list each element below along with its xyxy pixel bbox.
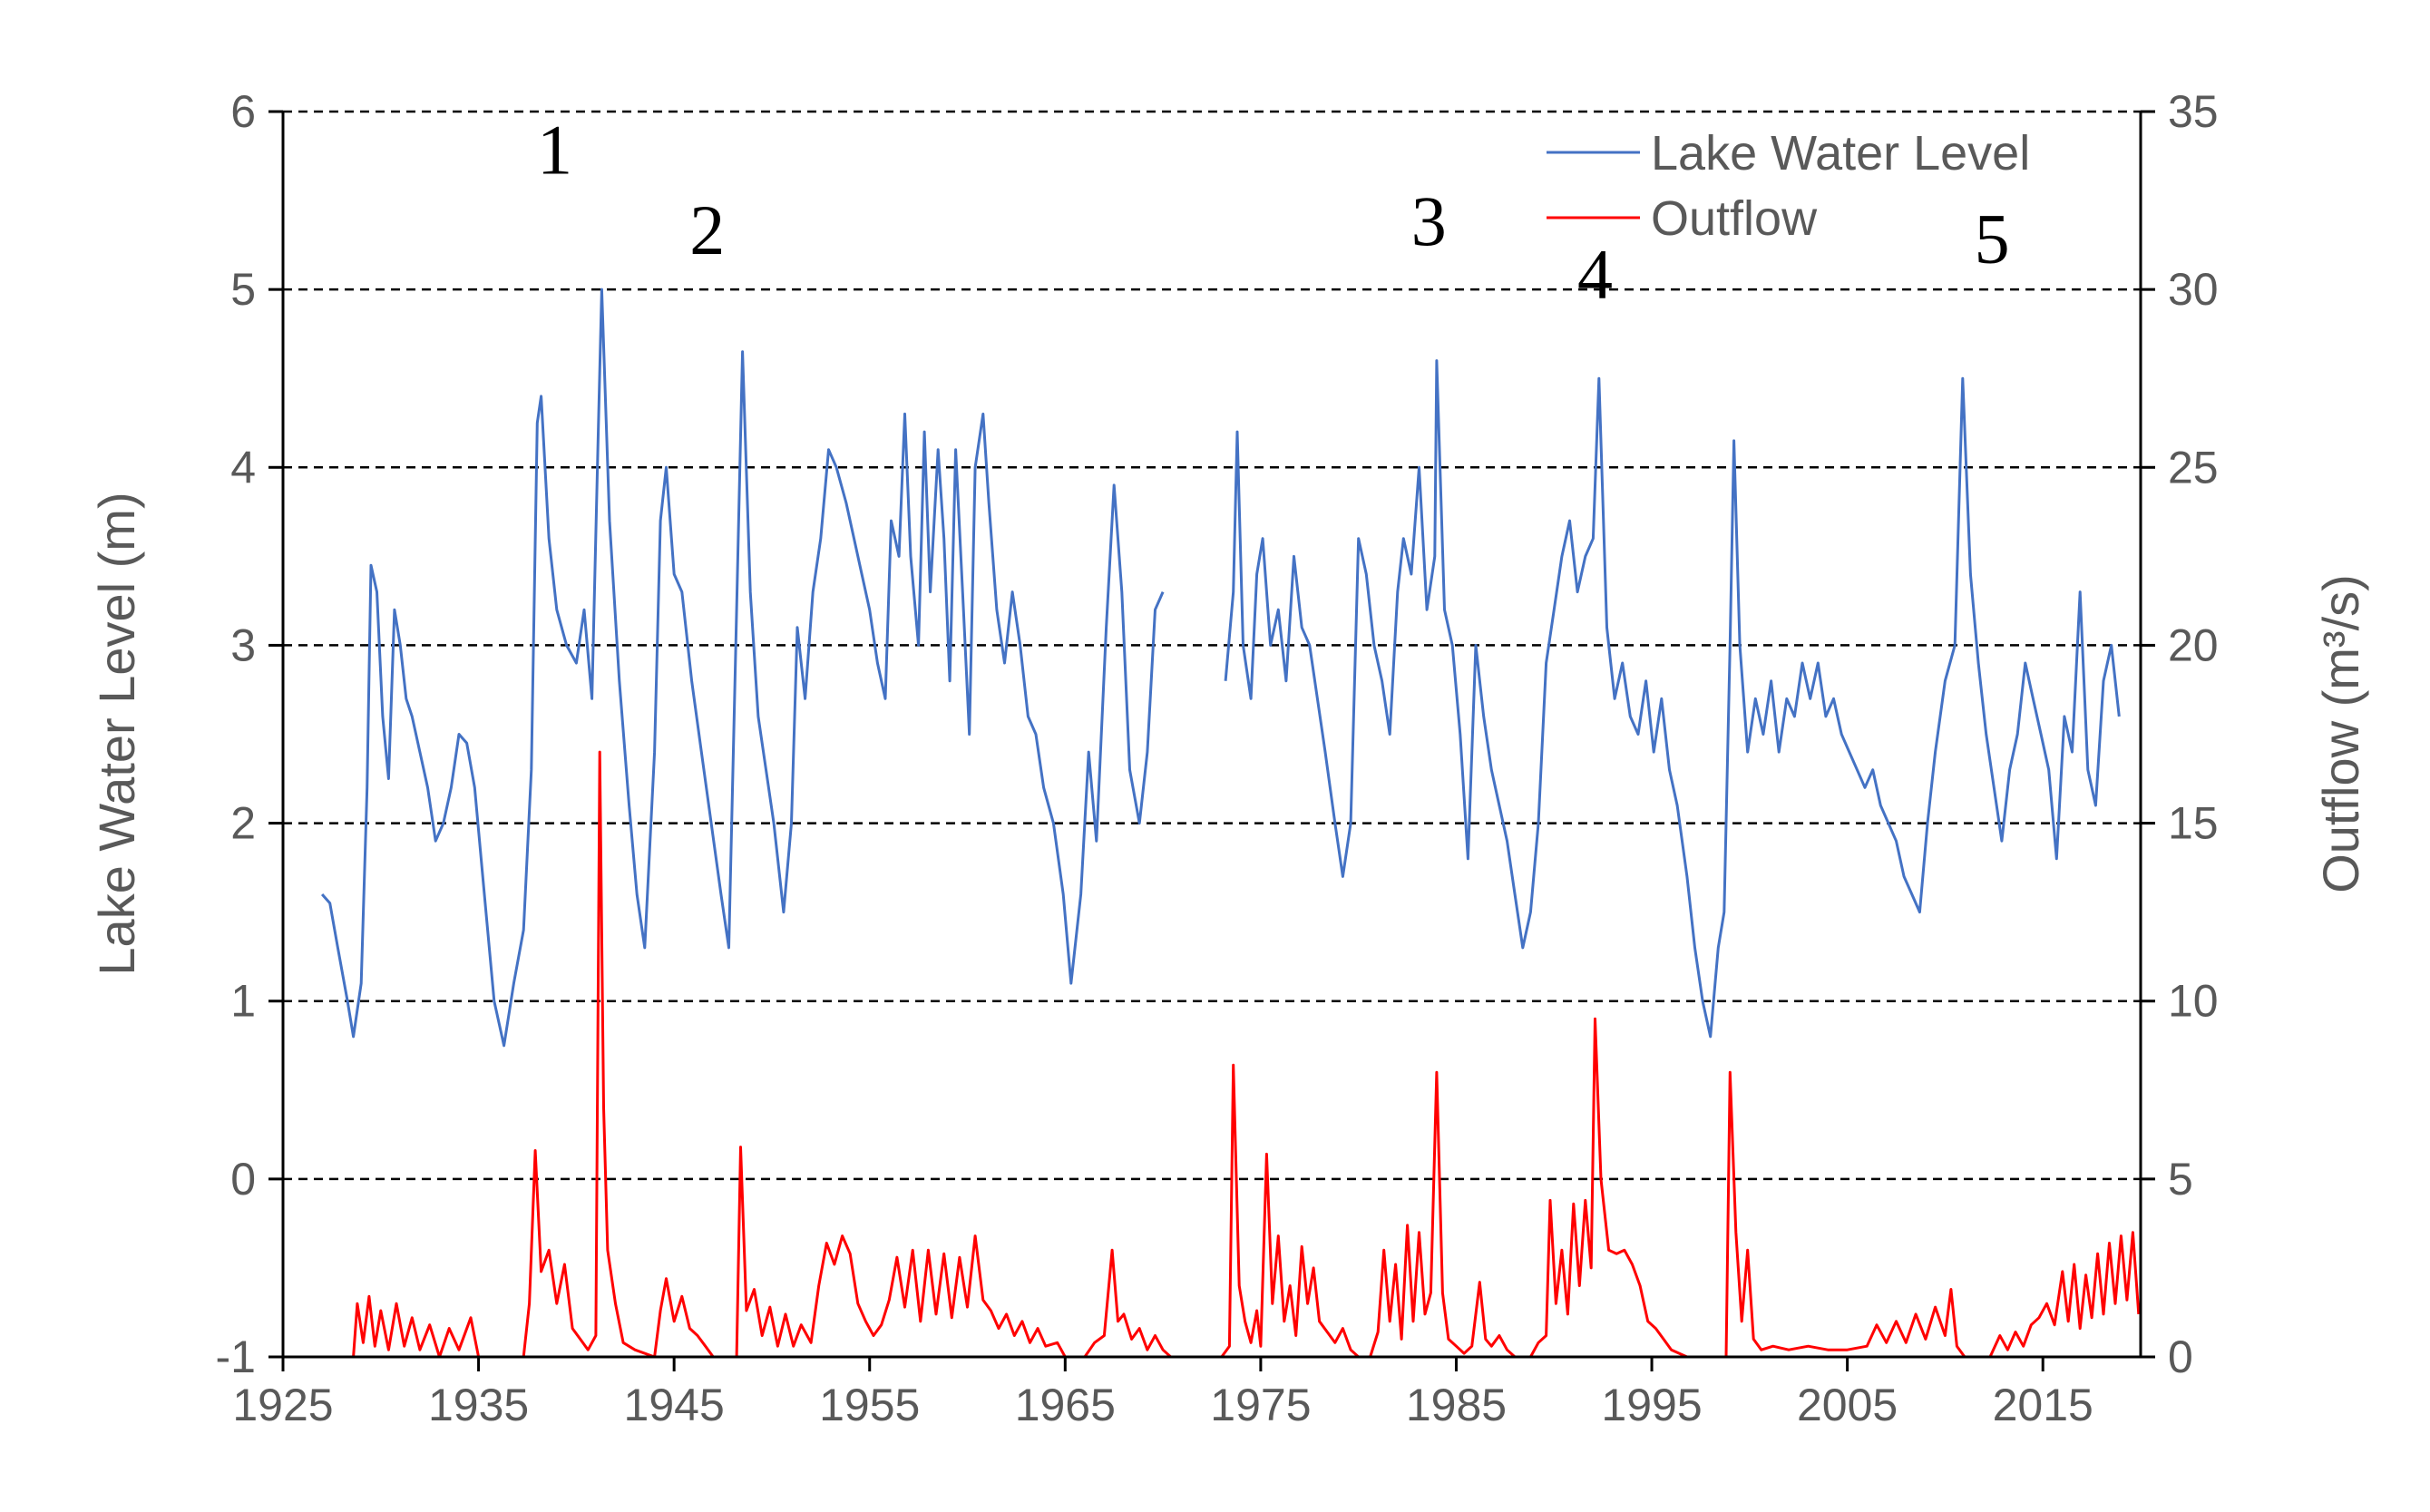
legend: Lake Water Level Outflow — [1547, 126, 2030, 246]
x-tick-label: 2015 — [1993, 1380, 2093, 1430]
axes — [268, 110, 2155, 1371]
y-tick-label-left: 0 — [230, 1154, 256, 1205]
x-tick-label: 1935 — [428, 1380, 529, 1430]
x-tick-label: 1945 — [624, 1380, 725, 1430]
series-line-segment-2 — [1988, 1231, 2141, 1358]
y-tick-label-right: 30 — [2168, 264, 2219, 315]
x-tick-label: 1975 — [1210, 1380, 1311, 1430]
x-tick-label: 2005 — [1797, 1380, 1898, 1430]
y-tick-label-right: 5 — [2168, 1154, 2193, 1205]
annotation-3: 3 — [1411, 181, 1447, 260]
annotation-2: 2 — [689, 190, 725, 269]
y-axis-title-left: Lake Water Level (m) — [88, 492, 145, 975]
y-tick-label-left: 3 — [230, 619, 256, 670]
legend-label-outflow: Outflow — [1651, 191, 1818, 246]
series-line-segment-1 — [1224, 359, 2121, 1039]
y-tick-label-left: 6 — [230, 86, 256, 137]
y-tick-label-left: 5 — [230, 264, 256, 315]
series-lake-water-level — [320, 288, 2121, 1048]
series-line-segment-1 — [1220, 1017, 1966, 1359]
annotation-5: 5 — [1975, 200, 2010, 278]
y-tick-label-left: 2 — [230, 798, 256, 849]
x-tick-label: 1925 — [232, 1380, 333, 1430]
series-line-segment-0 — [322, 750, 1172, 1359]
legend-label-level: Lake Water Level — [1651, 126, 2030, 180]
series-outflow — [322, 750, 2141, 1359]
x-tick-label: 1995 — [1601, 1380, 1702, 1430]
x-tick-label: 1985 — [1406, 1380, 1507, 1430]
y-tick-label-right: 0 — [2168, 1332, 2193, 1382]
annotation-4: 4 — [1577, 235, 1613, 314]
x-tick-label: 1955 — [819, 1380, 920, 1430]
y-tick-label-left: 4 — [230, 442, 256, 493]
y-tick-label-left: 1 — [230, 976, 256, 1027]
y-tick-label-right: 25 — [2168, 442, 2219, 493]
series-layer — [320, 288, 2141, 1359]
y-tick-label-right: 10 — [2168, 976, 2219, 1027]
gridlines — [283, 110, 2141, 1181]
y-tick-label-right: 35 — [2168, 86, 2219, 137]
y-tick-label-right: 20 — [2168, 619, 2219, 670]
annotation-1: 1 — [537, 111, 572, 190]
annotations: 1 2 3 4 5 — [537, 111, 2010, 314]
x-tick-label: 1965 — [1015, 1380, 1116, 1430]
y-tick-label-left: -1 — [216, 1332, 256, 1382]
series-line-segment-0 — [320, 288, 1165, 1048]
y-axis-title-right: Outflow (m³/s) — [2312, 574, 2369, 893]
y-tick-label-right: 15 — [2168, 798, 2219, 849]
